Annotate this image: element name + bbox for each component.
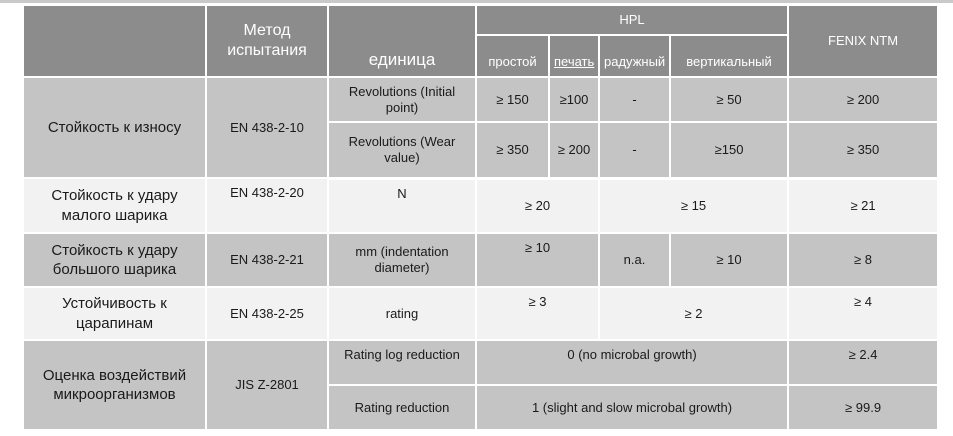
scratch-unit: rating — [327, 286, 477, 341]
scratch-row: Устойчивость к царапинам EN 438-2-25 rat… — [22, 286, 940, 341]
wear-value-unit: Revolutions (Wear value) — [327, 121, 477, 180]
big-ball-property: Стойкость к удару большого шарика — [22, 232, 207, 288]
header-method: Метод испытания — [205, 4, 329, 78]
small-ball-unit: N — [327, 177, 477, 234]
wear-initial-unit: Revolutions (Initial point) — [327, 76, 477, 123]
wear-initial-plain: ≥ 150 — [475, 76, 550, 123]
micro-log-hpl: 0 (no microbal growth) — [474, 339, 790, 386]
wear-initial-vertical: ≥ 50 — [668, 76, 790, 123]
micro-log-fenix: ≥ 2.4 — [787, 339, 940, 386]
micro-log-unit: Rating log reduction — [327, 339, 477, 386]
big-ball-method: EN 438-2-21 — [205, 232, 329, 288]
wear-initial-rainbow: - — [598, 76, 671, 123]
small-ball-rainbow-vertical: ≥ 15 — [597, 177, 790, 234]
top-border-line — [0, 0, 953, 3]
header-print: печать — [548, 34, 600, 78]
big-ball-row: Стойкость к удару большого шарика EN 438… — [22, 232, 940, 288]
wear-value-fenix: ≥ 350 — [787, 121, 940, 180]
header-row-1: Метод испытания единица HPL FENIX NTM — [22, 4, 940, 78]
micro-property: Оценка воздействий микроорганизмов — [22, 339, 207, 431]
wear-method: EN 438-2-10 — [205, 76, 329, 179]
header-unit: единица — [327, 4, 477, 78]
wear-initial-row: Стойкость к износу EN 438-2-10 Revolutio… — [22, 76, 940, 179]
big-ball-unit: mm (indentation diameter) — [327, 232, 477, 288]
micro-log-row: Оценка воздействий микроорганизмов JIS Z… — [22, 339, 940, 431]
scratch-fenix: ≥ 4 — [787, 286, 940, 341]
header-fenix: FENIX NTM — [787, 4, 940, 78]
small-ball-property: Стойкость к удару малого шарика — [22, 177, 207, 234]
big-ball-rainbow: n.a. — [598, 232, 671, 288]
micro-red-fenix: ≥ 99.9 — [787, 384, 940, 431]
wear-value-print: ≥ 200 — [548, 121, 600, 180]
micro-red-row: Rating reduction 1 (slight and slow micr… — [23, 384, 940, 431]
wear-value-rainbow: - — [598, 121, 671, 180]
scratch-property: Устойчивость к царапинам — [22, 286, 207, 341]
header-print-label: печать — [554, 54, 595, 70]
big-ball-fenix: ≥ 8 — [787, 232, 940, 288]
header-vertical: вертикальный — [668, 34, 790, 78]
wear-value-vertical: ≥150 — [668, 121, 790, 180]
wear-initial-fenix: ≥ 200 — [787, 76, 940, 123]
micro-method: JIS Z-2801 — [205, 339, 329, 431]
micro-red-unit: Rating reduction — [327, 384, 477, 431]
header-row-2: простой печать радужный вертикальный — [23, 34, 938, 78]
big-ball-vertical: ≥ 10 — [668, 232, 790, 288]
header-property-blank — [22, 4, 207, 78]
micro-red-hpl: 1 (slight and slow microbal growth) — [474, 384, 790, 431]
header-plain: простой — [475, 34, 550, 78]
header-hpl: HPL — [474, 4, 790, 36]
small-ball-method: EN 438-2-20 — [205, 177, 329, 234]
scratch-plain-print: ≥ 3 — [475, 286, 600, 341]
header-rainbow: радужный — [598, 34, 671, 78]
scratch-method: EN 438-2-25 — [205, 286, 329, 341]
big-ball-plain-print: ≥ 10 — [475, 232, 600, 288]
scratch-rainbow-vertical: ≥ 2 — [597, 286, 790, 341]
wear-property: Стойкость к износу — [22, 76, 207, 179]
small-ball-plain-print: ≥ 20 — [475, 177, 600, 234]
wear-initial-print: ≥100 — [548, 76, 600, 123]
small-ball-fenix: ≥ 21 — [787, 177, 940, 234]
wear-value-row: Revolutions (Wear value) ≥ 350 ≥ 200 - ≥… — [23, 121, 940, 180]
properties-table: Метод испытания единица HPL FENIX NTM пр… — [22, 4, 940, 431]
wear-value-plain: ≥ 350 — [475, 121, 550, 180]
small-ball-row: Стойкость к удару малого шарика EN 438-2… — [22, 177, 940, 234]
